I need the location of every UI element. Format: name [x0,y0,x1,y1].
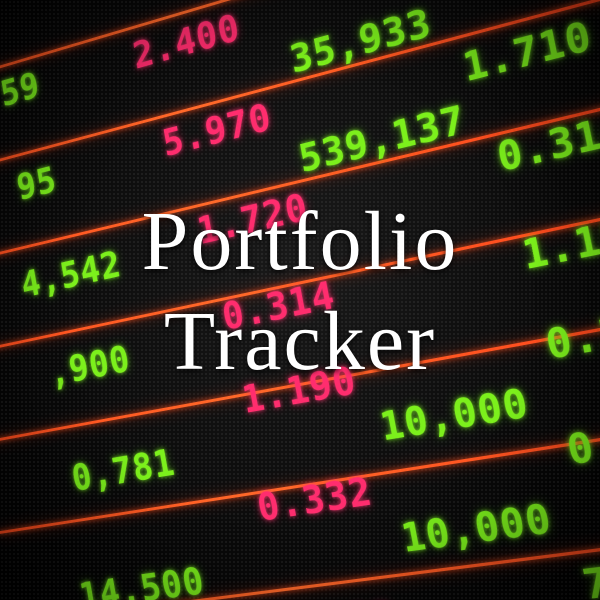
ticker-value: 10,000 [398,495,556,561]
ticker-value: 539,137 [295,97,469,181]
ticker-value: 59 [0,64,43,114]
ticker-value: 1.155 [276,595,400,600]
ticker-value: 14,500 [76,559,207,600]
ticker-value: 5.970 [159,95,275,165]
ticker-value: 35,933 [287,0,436,82]
ticker-value: 0.332 [254,469,376,530]
title-line-2: Tracker [0,292,600,392]
ticker-value: 1.710 [459,12,596,90]
ticker-value: 0,781 [69,441,179,499]
ticker-value: 0.460 [563,406,600,474]
page-title: Portfolio Tracker [0,192,600,392]
ticker-value: 0.314 [493,104,600,180]
title-line-1: Portfolio [0,192,600,292]
ticker-value: 2.400 [130,6,244,78]
